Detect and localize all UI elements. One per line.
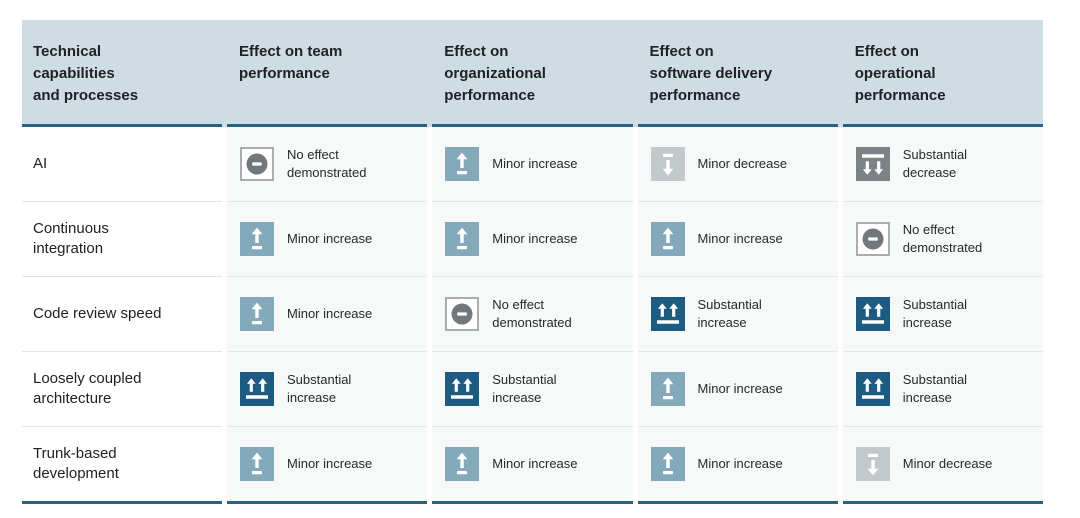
capability-label: Continuous integration — [33, 219, 109, 257]
effect-cell: Substantial increase — [227, 352, 428, 427]
capabilities-effects-table: Technical capabilities and processes Eff… — [22, 20, 1043, 504]
no-effect-icon — [445, 297, 479, 331]
capability-label: Code review speed — [33, 304, 162, 322]
effect-cell: No effect demonstrated — [227, 127, 428, 202]
effect-label: Minor decrease — [902, 455, 993, 471]
minor-increase-icon — [240, 222, 274, 256]
effect-cell: Minor decrease — [842, 427, 1043, 504]
capability-cell: Trunk-based development — [22, 427, 222, 504]
capability-label: AI — [33, 154, 48, 172]
effect-cell: Substantial increase — [842, 277, 1043, 352]
effect-cell: Minor increase — [637, 352, 838, 427]
effect-cell: Minor increase — [432, 202, 633, 277]
effect-cell: Minor increase — [637, 202, 838, 277]
effect-label: No effect demonstrated — [287, 146, 367, 180]
effect-label: Minor increase — [287, 455, 373, 471]
effect-cell: No effect demonstrated — [842, 202, 1043, 277]
capability-cell: Code review speed — [22, 277, 222, 352]
effect-label: Minor increase — [492, 155, 578, 171]
minor-increase-icon — [445, 147, 479, 181]
effect-label: Minor increase — [287, 305, 373, 321]
minor-increase-icon — [445, 447, 479, 481]
effect-label: Minor increase — [697, 230, 783, 246]
column-header-software-delivery-performance: Effect on software delivery performance — [637, 20, 838, 127]
effect-label: Substantial increase — [492, 371, 557, 405]
effect-label: No effect demonstrated — [492, 296, 572, 330]
substantial-increase-icon — [856, 372, 890, 406]
table-row: Code review speed Minor increase No effe… — [22, 277, 1043, 352]
table-header-row: Technical capabilities and processes Eff… — [22, 20, 1043, 127]
table-row: Loosely coupled architecture Substantial… — [22, 352, 1043, 427]
no-effect-icon — [240, 147, 274, 181]
effect-label: Minor increase — [492, 455, 578, 471]
minor-increase-icon — [445, 222, 479, 256]
effect-cell: Minor increase — [227, 277, 428, 352]
no-effect-icon — [856, 222, 890, 256]
effect-label: Minor decrease — [697, 155, 788, 171]
substantial-increase-icon — [240, 372, 274, 406]
capability-cell: Loosely coupled architecture — [22, 352, 222, 427]
minor-increase-icon — [651, 222, 685, 256]
effect-label: Substantial increase — [902, 296, 968, 330]
effect-label: Substantial increase — [902, 371, 968, 405]
column-header-operational-performance: Effect on operational performance — [842, 20, 1043, 127]
effect-label: Substantial increase — [287, 371, 352, 405]
column-header-organizational-performance: Effect on organizational performance — [432, 20, 633, 127]
minor-increase-icon — [240, 447, 274, 481]
effect-label: Minor increase — [697, 380, 783, 396]
table-row: Continuous integration Minor increase Mi… — [22, 202, 1043, 277]
capability-label: Loosely coupled architecture — [33, 369, 142, 407]
effect-cell: Minor increase — [432, 127, 633, 202]
effect-cell: Minor increase — [227, 202, 428, 277]
effect-label: Substantial decrease — [902, 146, 968, 180]
effect-cell: Minor decrease — [637, 127, 838, 202]
table-body: AI No effect demonstrated Minor increase… — [22, 127, 1043, 504]
capability-label: Trunk-based development — [33, 444, 119, 482]
effect-label: Minor increase — [287, 230, 373, 246]
substantial-decrease-icon — [856, 147, 890, 181]
effect-label: No effect demonstrated — [902, 221, 983, 255]
table-row: Trunk-based development Minor increase M… — [22, 427, 1043, 504]
effect-cell: Substantial decrease — [842, 127, 1043, 202]
substantial-increase-icon — [445, 372, 479, 406]
effect-cell: No effect demonstrated — [432, 277, 633, 352]
effect-label: Minor increase — [697, 455, 783, 471]
minor-increase-icon — [240, 297, 274, 331]
column-header-technical-capabilities: Technical capabilities and processes — [22, 20, 222, 127]
effect-label: Substantial increase — [697, 296, 762, 330]
effect-cell: Substantial increase — [842, 352, 1043, 427]
minor-increase-icon — [651, 372, 685, 406]
table-row: AI No effect demonstrated Minor increase… — [22, 127, 1043, 202]
substantial-increase-icon — [856, 297, 890, 331]
capability-cell: AI — [22, 127, 222, 202]
effect-cell: Substantial increase — [637, 277, 838, 352]
minor-increase-icon — [651, 447, 685, 481]
substantial-increase-icon — [651, 297, 685, 331]
capability-cell: Continuous integration — [22, 202, 222, 277]
effect-cell: Substantial increase — [432, 352, 633, 427]
minor-decrease-icon — [856, 447, 890, 481]
effect-cell: Minor increase — [432, 427, 633, 504]
minor-decrease-icon — [651, 147, 685, 181]
effect-label: Minor increase — [492, 230, 578, 246]
column-header-team-performance: Effect on team performance — [227, 20, 428, 127]
effect-cell: Minor increase — [637, 427, 838, 504]
effect-cell: Minor increase — [227, 427, 428, 504]
